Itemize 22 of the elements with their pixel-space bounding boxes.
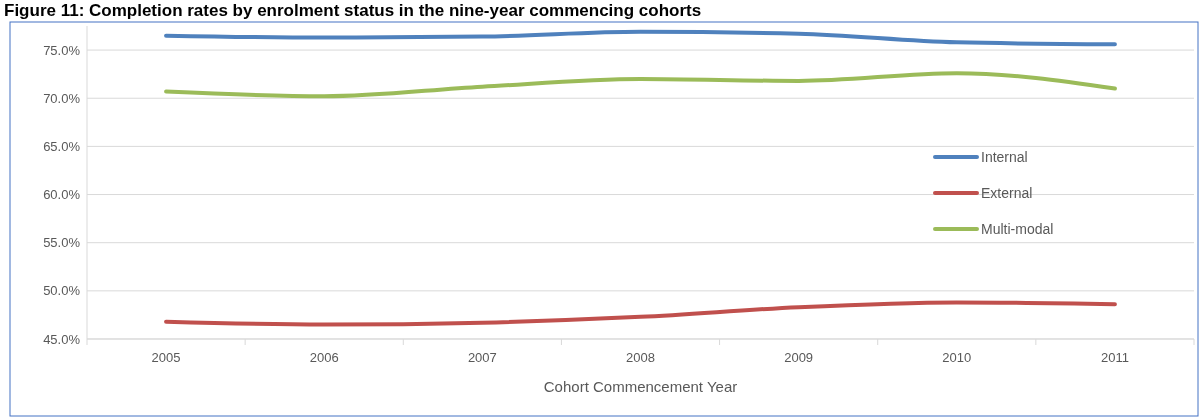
x-tick-label: 2011	[1100, 350, 1129, 365]
y-tick-label: 60.0%	[43, 187, 81, 203]
y-tick-label: 55.0%	[43, 235, 81, 251]
x-axis-title: Cohort Commencement Year	[543, 378, 738, 395]
y-tick-label: 45.0%	[43, 331, 81, 347]
line-series	[164, 29, 1117, 47]
line-series	[164, 300, 1117, 327]
chart-title: Figure 11: Completion rates by enrolment status in the nine-year commencing cohorts	[4, 1, 702, 20]
x-tick-label: 2007	[467, 350, 497, 365]
x-tick-label: 2005	[151, 350, 181, 365]
x-tick-label: 2006	[309, 350, 339, 365]
line-series	[164, 71, 1117, 99]
y-tick-label: 70.0%	[43, 90, 81, 106]
x-tick-label: 2009	[784, 350, 814, 365]
y-tick-label: 50.0%	[43, 283, 81, 299]
legend-label: External	[981, 184, 1033, 201]
x-tick-label: 2010	[942, 350, 972, 365]
y-tick-label: 65.0%	[43, 138, 81, 154]
y-tick-label: 75.0%	[43, 42, 81, 58]
x-tick-label: 2008	[626, 350, 655, 365]
legend-label: Internal	[981, 148, 1028, 165]
legend-label: Multi-modal	[981, 220, 1054, 237]
